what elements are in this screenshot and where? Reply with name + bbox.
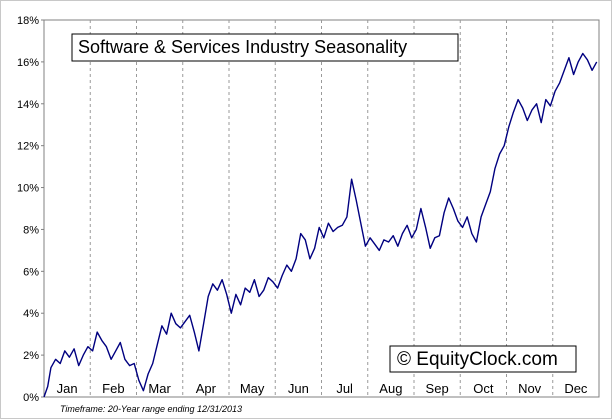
x-tick-label: Dec xyxy=(564,381,588,396)
series-line xyxy=(43,52,598,398)
x-tick-label: Jan xyxy=(57,381,78,396)
y-tick-label: 10% xyxy=(17,183,39,195)
y-tick-label: 14% xyxy=(17,99,39,111)
y-tick-label: 8% xyxy=(23,224,39,236)
x-tick-label: Sep xyxy=(426,381,449,396)
y-tick-label: 16% xyxy=(17,57,39,69)
chart-title: Software & Services Industry Seasonality xyxy=(78,37,407,57)
y-tick-label: 18% xyxy=(17,15,39,27)
y-tick-label: 4% xyxy=(23,308,39,320)
y-axis-ticks: 0% 2% 4% 6% 8% 10% 12% 14% 16% 18% xyxy=(17,15,44,404)
x-tick-label: Nov xyxy=(518,381,542,396)
watermark-text: © EquityClock.com xyxy=(397,349,558,370)
x-tick-label: Mar xyxy=(148,381,171,396)
x-tick-label: Apr xyxy=(196,381,217,396)
title-box xyxy=(71,33,459,62)
x-tick-label: Aug xyxy=(379,381,402,396)
timeframe-footnote: Timeframe: 20-Year range ending 12/31/20… xyxy=(60,404,242,414)
y-tick-label: 0% xyxy=(23,392,39,404)
watermark-box xyxy=(389,345,577,373)
x-tick-label: Oct xyxy=(473,381,494,396)
x-tick-label: Jul xyxy=(336,381,353,396)
y-tick-label: 6% xyxy=(23,266,39,278)
x-tick-label: Jun xyxy=(288,381,309,396)
x-tick-label: Feb xyxy=(102,381,124,396)
x-tick-label: May xyxy=(240,381,265,396)
grid-layer xyxy=(89,20,554,397)
x-axis-ticks: Jan Feb Mar Apr May Jun Jul Aug Sep Oct Nov Dec xyxy=(57,381,588,396)
y-tick-label: 2% xyxy=(23,350,39,362)
y-tick-label: 12% xyxy=(17,141,39,153)
